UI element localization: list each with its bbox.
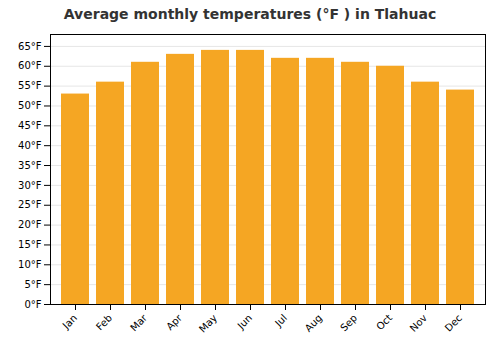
svg-text:5°F: 5°F bbox=[24, 279, 41, 290]
svg-text:55°F: 55°F bbox=[18, 80, 42, 91]
svg-text:Mar: Mar bbox=[128, 312, 150, 334]
svg-text:10°F: 10°F bbox=[18, 259, 42, 270]
html-text:Average monthly temperatures (: Average monthly temperatures (°F ) in Tl… bbox=[63, 6, 437, 22]
svg-text:35°F: 35°F bbox=[18, 160, 42, 171]
svg-text:Jun: Jun bbox=[235, 312, 255, 332]
svg-text:40°F: 40°F bbox=[18, 140, 42, 151]
svg-text:Dec: Dec bbox=[443, 312, 464, 333]
svg-text:Sep: Sep bbox=[338, 312, 359, 333]
svg-text:65°F: 65°F bbox=[18, 41, 42, 52]
svg-text:20°F: 20°F bbox=[18, 219, 42, 230]
svg-text:25°F: 25°F bbox=[18, 199, 42, 210]
svg-text:Jan: Jan bbox=[60, 312, 79, 331]
svg-text:Aug: Aug bbox=[303, 312, 325, 334]
svg-text:Feb: Feb bbox=[94, 312, 114, 332]
svg-text:Nov: Nov bbox=[408, 312, 430, 334]
svg-text:0°F: 0°F bbox=[24, 299, 41, 310]
svg-text:Jul: Jul bbox=[272, 312, 289, 329]
svg-text:May: May bbox=[197, 312, 219, 334]
svg-text:15°F: 15°F bbox=[18, 239, 42, 250]
svg-text:Apr: Apr bbox=[164, 312, 185, 333]
svg-text:Oct: Oct bbox=[374, 312, 394, 332]
svg-text:60°F: 60°F bbox=[18, 60, 42, 71]
svg-text:30°F: 30°F bbox=[18, 180, 42, 191]
svg-text:50°F: 50°F bbox=[18, 100, 42, 111]
svg-text:45°F: 45°F bbox=[18, 120, 42, 131]
